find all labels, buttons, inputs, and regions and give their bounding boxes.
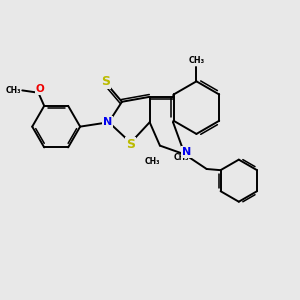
Text: CH₃: CH₃ bbox=[188, 56, 205, 65]
Text: S: S bbox=[126, 138, 135, 151]
Text: N: N bbox=[103, 117, 112, 127]
Text: S: S bbox=[101, 75, 110, 88]
Text: CH₃: CH₃ bbox=[5, 86, 21, 95]
Text: CH₃: CH₃ bbox=[174, 153, 189, 162]
Text: O: O bbox=[35, 84, 44, 94]
Text: CH₃: CH₃ bbox=[145, 157, 160, 166]
Text: N: N bbox=[182, 147, 191, 157]
